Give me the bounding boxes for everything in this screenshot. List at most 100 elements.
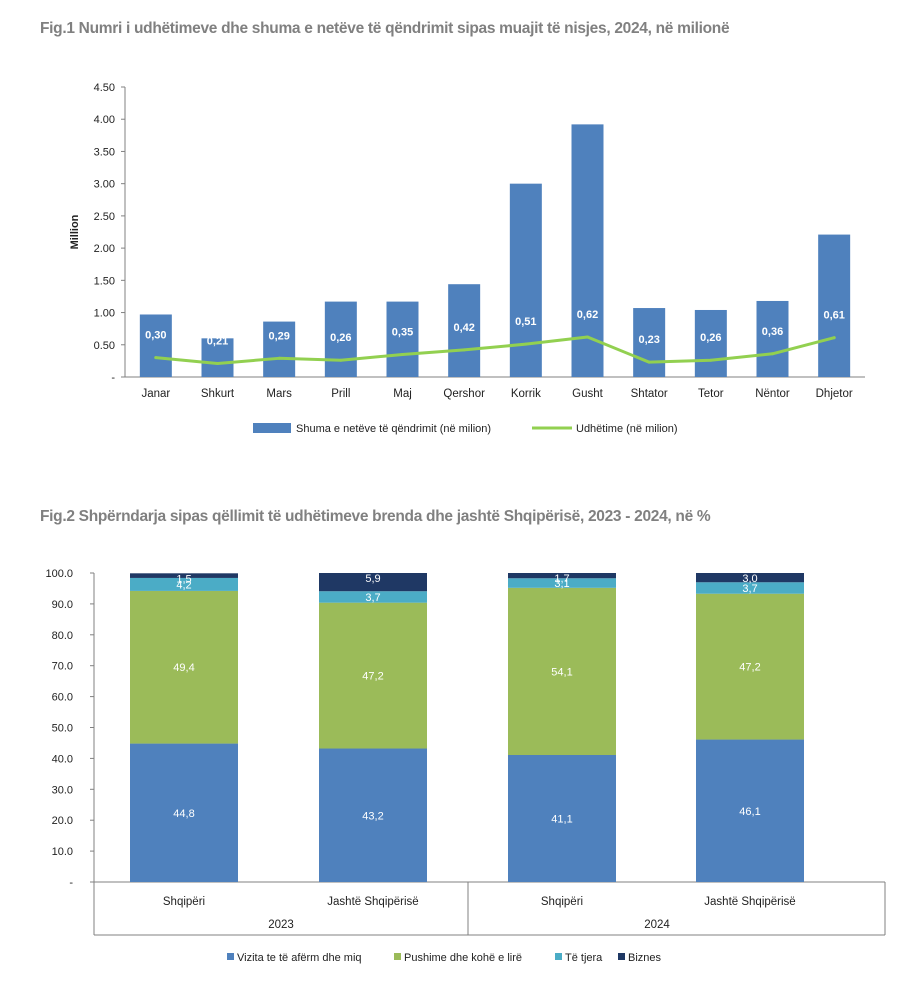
fig2-bar-segment <box>508 578 616 588</box>
fig2-segment-label: 3,7 <box>742 583 757 595</box>
fig2-y-tick-label: 50.0 <box>52 723 73 735</box>
fig1-bar <box>263 321 296 377</box>
fig2-segment-label: 5,9 <box>365 573 380 585</box>
fig1-line-point <box>339 358 343 362</box>
fig2-legend-label: Biznes <box>628 952 662 964</box>
fig1-data-label: 0,36 <box>762 326 783 338</box>
fig2-y-tick-label: 90.0 <box>52 599 73 611</box>
fig1-x-tick-label: Janar <box>141 388 170 400</box>
fig2-y-tick-label: 70.0 <box>52 661 73 673</box>
fig1-y-tick-label: 1.00 <box>94 308 115 320</box>
fig1-line-point <box>401 352 404 356</box>
fig2-segment-label: 3,1 <box>554 578 569 590</box>
fig2-segment-label: 47,2 <box>739 662 760 674</box>
fig1-data-label: 0,61 <box>823 310 844 322</box>
fig2-segment-label: 49,4 <box>173 662 194 674</box>
fig2-title: Fig.2 Shpërndarja sipas qëllimit të udhë… <box>40 508 711 525</box>
fig1-y-tick-label: 3.50 <box>94 146 115 158</box>
fig1-line-point <box>277 356 281 360</box>
fig2-bar-segment <box>319 591 427 603</box>
fig2-y-tick-label: 20.0 <box>52 815 73 827</box>
fig1-line-series <box>154 335 836 365</box>
fig2-segment-label: 47,2 <box>362 671 383 683</box>
fig2-y-tick-label: 80.0 <box>52 630 73 642</box>
fig1-line-point <box>216 361 219 365</box>
fig2-legend-label: Të tjera <box>565 952 603 964</box>
fig2-y-tick-label: 30.0 <box>52 784 73 796</box>
fig2-y-tick-label: 60.0 <box>52 692 73 704</box>
fig1-bar <box>571 124 604 377</box>
fig1-y-tick-label: 4.00 <box>94 114 115 126</box>
fig1-data-label: 0,42 <box>453 322 474 334</box>
fig1-data-label: 0,26 <box>700 332 721 344</box>
fig2-bar-segment <box>696 582 804 594</box>
fig2-segment-label: 43,2 <box>362 810 383 822</box>
fig1-legend-label-line: Udhëtime (në milion) <box>576 423 677 435</box>
fig1-x-tick-label: Mars <box>266 388 292 400</box>
fig2-y-tick-label: 40.0 <box>52 753 73 765</box>
fig1-y-tick-label: - <box>111 372 115 384</box>
fig1-line-point <box>709 358 713 362</box>
fig1-bar <box>694 309 727 377</box>
fig2-x-tick-label: Shqipëri <box>541 896 583 908</box>
fig1-data-label: 0,35 <box>392 326 413 338</box>
fig2-group-label: 2023 <box>268 919 294 931</box>
fig1-title: Fig.1 Numri i udhëtimeve dhe shuma e net… <box>40 20 730 37</box>
fig1-legend-swatch-bar <box>253 423 291 433</box>
fig2-bar-segment <box>319 748 427 882</box>
fig2-y-tick-label: - <box>69 877 73 889</box>
fig2-segment-label: 41,1 <box>551 814 572 826</box>
fig2-bar-segment <box>508 755 616 882</box>
fig1-y-tick-label: 4.50 <box>94 82 115 94</box>
fig1-data-label: 0,30 <box>145 330 166 342</box>
fig2-x-tick-label: Jashtë Shqipërisë <box>327 896 418 908</box>
fig2-y-tick-label: 100.0 <box>45 568 73 580</box>
fig1-data-label: 0,21 <box>207 335 228 347</box>
fig2-legend-label: Pushime dhe kohë e lirë <box>404 952 522 964</box>
fig2-bar-segment <box>696 573 804 583</box>
fig1-bar <box>448 284 481 377</box>
fig2-bar-segment <box>319 602 427 749</box>
fig1-bar <box>139 314 172 377</box>
fig2-legend-swatch <box>394 953 401 960</box>
fig2-segment-label: 3,7 <box>365 592 380 604</box>
fig1-data-label: 0,26 <box>330 332 351 344</box>
fig2-legend-swatch <box>618 953 625 960</box>
fig2-y-tick-label: 10.0 <box>52 846 73 858</box>
fig2-legend-label: Vizita te të afërm dhe miq <box>237 952 362 964</box>
fig2-bar-segment <box>130 577 238 591</box>
fig1-x-tick-label: Gusht <box>572 388 603 400</box>
fig1-x-tick-label: Shkurt <box>201 388 235 400</box>
fig2-bar-segment <box>130 743 238 882</box>
fig2-bar-segment <box>319 573 427 592</box>
fig2-segment-label: 1,7 <box>554 573 569 585</box>
fig2-bar-segment <box>508 587 616 756</box>
fig1-x-tick-label: Prill <box>331 388 350 400</box>
fig1-y-tick-label: 3.00 <box>94 179 115 191</box>
fig2-bar-segment <box>696 739 804 882</box>
fig1-y-axis-label: Million <box>69 214 81 249</box>
fig1-data-label: 0,23 <box>638 334 659 346</box>
fig1-y-tick-label: 2.00 <box>94 243 115 255</box>
fig1-legend-label-bar: Shuma e netëve të qëndrimit (në milion) <box>296 423 491 435</box>
fig1-y-tick-label: 1.50 <box>94 275 115 287</box>
fig1-bar <box>818 234 851 377</box>
fig1-x-tick-label: Korrik <box>511 388 541 400</box>
fig1-chart: - 0.50 1.00 1.50 2.00 2.50 3.00 3.50 4.00 4.50 Mil… <box>69 82 865 435</box>
fig1-data-label: 0,51 <box>515 316 536 328</box>
fig2-x-tick-label: Jashtë Shqipërisë <box>704 896 795 908</box>
fig2-segment-label: 44,8 <box>173 808 194 820</box>
fig1-bar <box>201 338 234 377</box>
fig2-bar-segment <box>508 573 616 579</box>
fig2-segment-label: 54,1 <box>551 666 572 678</box>
fig2-bar-segment <box>130 590 238 744</box>
fig1-bar <box>633 308 666 377</box>
fig1-line-point <box>524 342 528 346</box>
fig1-y-tick-label: 2.50 <box>94 211 115 223</box>
fig1-bar <box>386 301 419 377</box>
fig2-legend-swatch <box>227 953 234 960</box>
fig2-segment-label: 4,2 <box>176 579 191 591</box>
fig1-line-point <box>462 348 466 352</box>
fig2-segment-label: 1,5 <box>176 573 191 585</box>
